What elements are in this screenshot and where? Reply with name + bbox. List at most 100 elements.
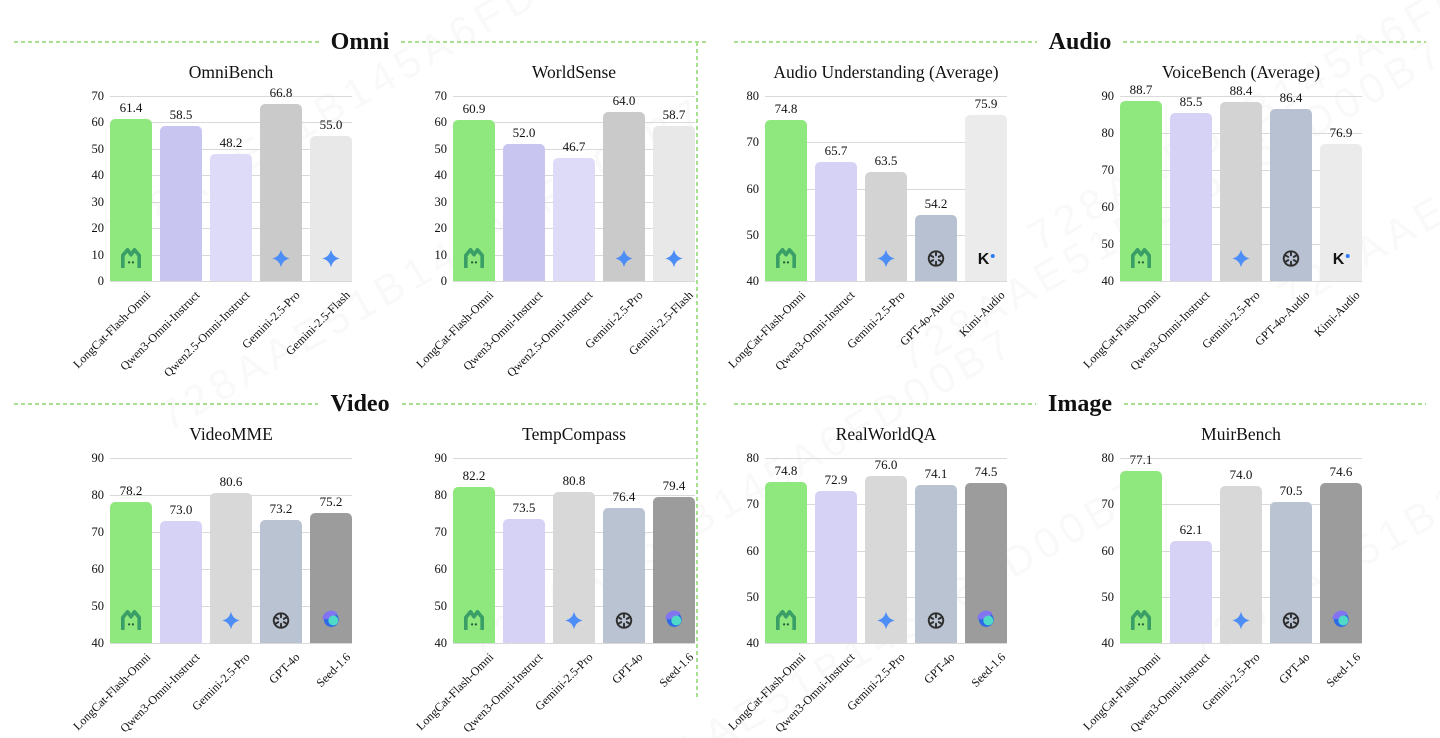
bar-slot-seed-1-6: 75.2 (310, 458, 352, 643)
y-axis-tick-label: 70 (434, 525, 448, 539)
chart-voicebench-average: VoiceBench (Average) 40 50 60 70 80 90 88.7 85.5… (1080, 62, 1363, 382)
y-axis-tick-label: 70 (91, 89, 105, 103)
section-header-image: Image (734, 390, 1427, 418)
x-axis-label-seed-1-6: Seed-1.6 (656, 650, 696, 690)
openai-icon (615, 611, 634, 630)
gridline (110, 458, 352, 459)
gemini-icon (877, 611, 896, 630)
plot-area: 40 50 60 70 80 74.8 65.7 63.5 54.2 75.9 K (747, 89, 1007, 288)
openai-icon (1282, 611, 1301, 630)
bars-group: 61.4 58.5 48.2 66.8 55.0 (110, 85, 352, 281)
section-title: Omni (330, 29, 390, 55)
bar-qwen3-omni-instruct (160, 521, 202, 643)
longcat-icon (775, 248, 797, 268)
y-axis-tick-label: 60 (1101, 543, 1115, 558)
dashed-line (1124, 403, 1427, 405)
gemini-icon (665, 249, 684, 268)
openai-icon (1282, 249, 1301, 268)
y-axis-tick-label: 40 (434, 168, 448, 183)
bar-slot-gemini-2-5-pro: 88.4 (1220, 83, 1262, 281)
gridline (453, 149, 695, 150)
x-axis-label-qwen2-5-omni-instruct: Qwen2.5-Omni-Instruct (161, 288, 253, 380)
bar-value-label: 74.5 (974, 464, 998, 479)
bar-longcat-flash-omni (110, 502, 152, 643)
bar-value-label: 88.7 (1129, 82, 1153, 97)
dashed-line (14, 403, 319, 405)
bar-slot-gemini-2-5-pro: 64.0 (603, 93, 645, 281)
x-axis-labels: LongCat-Flash-Omni Qwen3-Omni-Instruct Gem… (70, 644, 353, 735)
x-axis-label-kimi-audio: Kimi-Audio (956, 288, 1008, 340)
bar-slot-seed-1-6: 74.6 (1320, 458, 1362, 643)
openai-icon (927, 611, 946, 630)
bar-value-label: 64.0 (612, 93, 636, 108)
y-axis-tick-label: 10 (434, 247, 448, 262)
longcat-icon (775, 610, 797, 630)
bar-slot-gemini-2-5-pro: 80.8 (553, 458, 595, 643)
y-axis-tick-label: 60 (91, 562, 105, 576)
x-axis-label-gpt-4o: GPT-4o (921, 650, 958, 687)
x-axis-labels: LongCat-Flash-Omni Qwen3-Omni-Instruct Gem… (725, 282, 1008, 382)
y-axis-tick-label: 40 (746, 274, 760, 288)
section-divider-vertical (696, 42, 698, 700)
section-video: Video VideoMME 40 50 60 70 80 90 78.2 73.0 80.6 73… (0, 386, 720, 738)
bar-value-label: 79.4 (662, 478, 686, 493)
bar-value-label: 74.6 (1329, 464, 1353, 479)
bar-value-label: 58.5 (169, 107, 193, 122)
bar-slot-kimi-audio: 75.9 K (965, 96, 1007, 281)
bar-qwen3-omni-instruct (815, 162, 857, 281)
bar-slot-kimi-audio: 76.9 K (1320, 96, 1362, 281)
y-axis-tick-label: 70 (434, 89, 448, 103)
bar-value-label: 65.7 (824, 143, 848, 158)
y-axis-tick-label: 60 (434, 115, 448, 130)
gridline (110, 149, 352, 150)
y-axis-tick-label: 0 (97, 274, 104, 288)
x-axis-labels: LongCat-Flash-Omni Qwen3-Omni-Instruct Qwe… (413, 282, 696, 382)
bar-qwen3-omni-instruct (1170, 113, 1212, 281)
y-axis-tick-label: 20 (91, 221, 105, 236)
bar-slot-longcat-flash-omni: 88.7 (1120, 82, 1162, 281)
y-axis-tick-label: 20 (434, 221, 448, 236)
bars-group: 78.2 73.0 80.6 73.2 75.2 (110, 458, 352, 643)
bar-value-label: 80.6 (219, 474, 243, 489)
bar-slot-qwen3-omni-instruct: 52.0 (503, 96, 545, 281)
bar-gpt-4o-audio (915, 215, 957, 281)
y-axis-tick-label: 40 (1101, 636, 1115, 650)
bar-value-label: 76.4 (612, 489, 636, 504)
y-axis-tick-label: 60 (746, 543, 760, 558)
x-axis-label-seed-1-6: Seed-1.6 (1323, 650, 1363, 690)
bar-slot-gpt-4o-audio: 54.2 (915, 96, 957, 281)
bar-slot-gpt-4o-audio: 86.4 (1270, 90, 1312, 281)
plot-area: 40 50 60 70 80 90 82.2 73.5 80.8 76.4 79.4 (435, 451, 695, 650)
chart-title: MuirBench (1201, 424, 1281, 444)
bar-value-label: 70.5 (1279, 483, 1303, 498)
bar-slot-longcat-flash-omni: 74.8 (765, 96, 807, 281)
bar-slot-gemini-2-5-flash: 58.7 (653, 96, 695, 281)
gemini-icon (1232, 249, 1251, 268)
longcat-icon (463, 610, 485, 630)
bar-qwen2-5-omni-instruct (210, 154, 252, 281)
bar-value-label: 55.0 (319, 117, 343, 132)
section-header-omni: Omni (14, 28, 706, 56)
y-axis-tick-label: 70 (91, 525, 105, 539)
charts-row-omni: OmniBench 0 10 20 30 40 50 60 70 61.4 58.5 48.2 66.8… (0, 58, 720, 382)
gemini-icon (565, 611, 584, 630)
bar-value-label: 54.2 (924, 196, 948, 211)
y-axis-tick-label: 50 (746, 227, 760, 242)
bar-gpt-4o (603, 508, 645, 643)
chart-title: VideoMME (189, 424, 273, 444)
y-axis-tick-label: 90 (91, 451, 105, 465)
bar-slot-gpt-4o: 73.2 (260, 458, 302, 643)
x-axis-labels: LongCat-Flash-Omni Qwen3-Omni-Instruct Gem… (1080, 282, 1363, 382)
dashed-line (401, 403, 707, 405)
longcat-icon (120, 248, 142, 268)
y-axis-tick-label: 30 (434, 194, 448, 209)
chart-worldsense: WorldSense 0 10 20 30 40 50 60 70 60.9 52.0 46.7 64.… (413, 62, 696, 382)
longcat-icon (463, 248, 485, 268)
x-axis-label-seed-1-6: Seed-1.6 (968, 650, 1008, 690)
bar-value-label: 85.5 (1179, 94, 1203, 109)
bar-slot-qwen3-omni-instruct: 73.0 (160, 458, 202, 643)
chart-title: OmniBench (188, 62, 274, 82)
gemini-icon (615, 249, 634, 268)
plot-area: 0 10 20 30 40 50 60 70 60.9 52.0 46.7 64.0 58.7 (435, 89, 695, 288)
bars-group: 88.7 85.5 88.4 86.4 76.9 K (1120, 82, 1362, 281)
